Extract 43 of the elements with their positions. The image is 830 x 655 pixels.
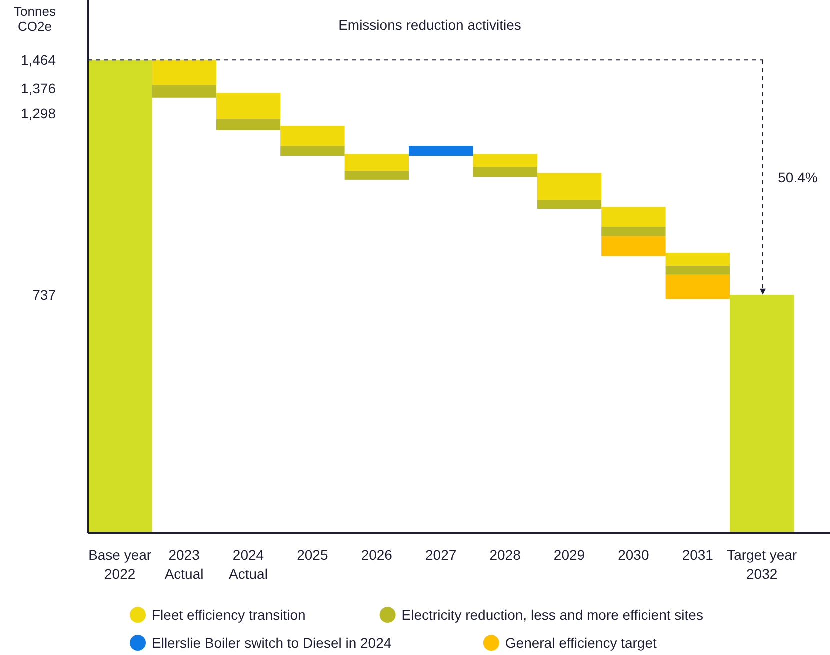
bar (473, 167, 538, 178)
bar (152, 60, 216, 85)
x-tick-label: 2024 Actual (229, 547, 268, 582)
y-axis-title: Tonnes CO2e (14, 4, 56, 34)
bar (280, 146, 345, 156)
bar (216, 93, 281, 120)
y-tick-label: 1,464 (20, 52, 56, 68)
y-tick-label: 1,298 (20, 106, 56, 122)
x-tick-label: 2029 (554, 547, 586, 563)
bar (344, 154, 409, 172)
bar (537, 173, 602, 200)
annotation: 50.4% (778, 169, 818, 186)
bar (409, 146, 474, 156)
bar (280, 126, 345, 146)
legend-label: General efficiency target (505, 634, 657, 651)
x-tick-label: 2027 (426, 547, 457, 563)
bar (473, 154, 538, 168)
y-tick-label: 737 (32, 286, 56, 303)
bar (666, 266, 730, 275)
bar (666, 252, 730, 266)
legend-label: Fleet efficiency transition (152, 606, 306, 623)
x-tick-label: 2026 (361, 547, 393, 563)
bar (344, 171, 409, 180)
bar (88, 60, 152, 533)
bar (602, 227, 666, 236)
bar (602, 236, 666, 256)
x-tick-label: 2030 (618, 547, 650, 563)
bar (602, 207, 666, 228)
x-tick-label: Base year 2022 (88, 547, 152, 582)
text: Emissions reduction activities (338, 17, 522, 33)
x-tick-label: Target year 2032 (727, 547, 798, 582)
x-tick-label: 2023 Actual (164, 547, 204, 582)
bar (216, 119, 281, 130)
bar (537, 200, 602, 209)
y-tick-label: 1,376 (20, 80, 56, 96)
legend-label: Electricity reduction, less and more efficient sites (402, 606, 704, 623)
x-tick-label: 2031 (682, 547, 714, 563)
bar (152, 84, 216, 98)
x-tick-label: 2028 (490, 547, 522, 563)
x-tick-label: 2025 (297, 547, 328, 563)
legend-label: Ellerslie Boiler switch to Diesel in 2024 (152, 634, 392, 651)
bar (666, 274, 730, 300)
bar (730, 294, 794, 533)
